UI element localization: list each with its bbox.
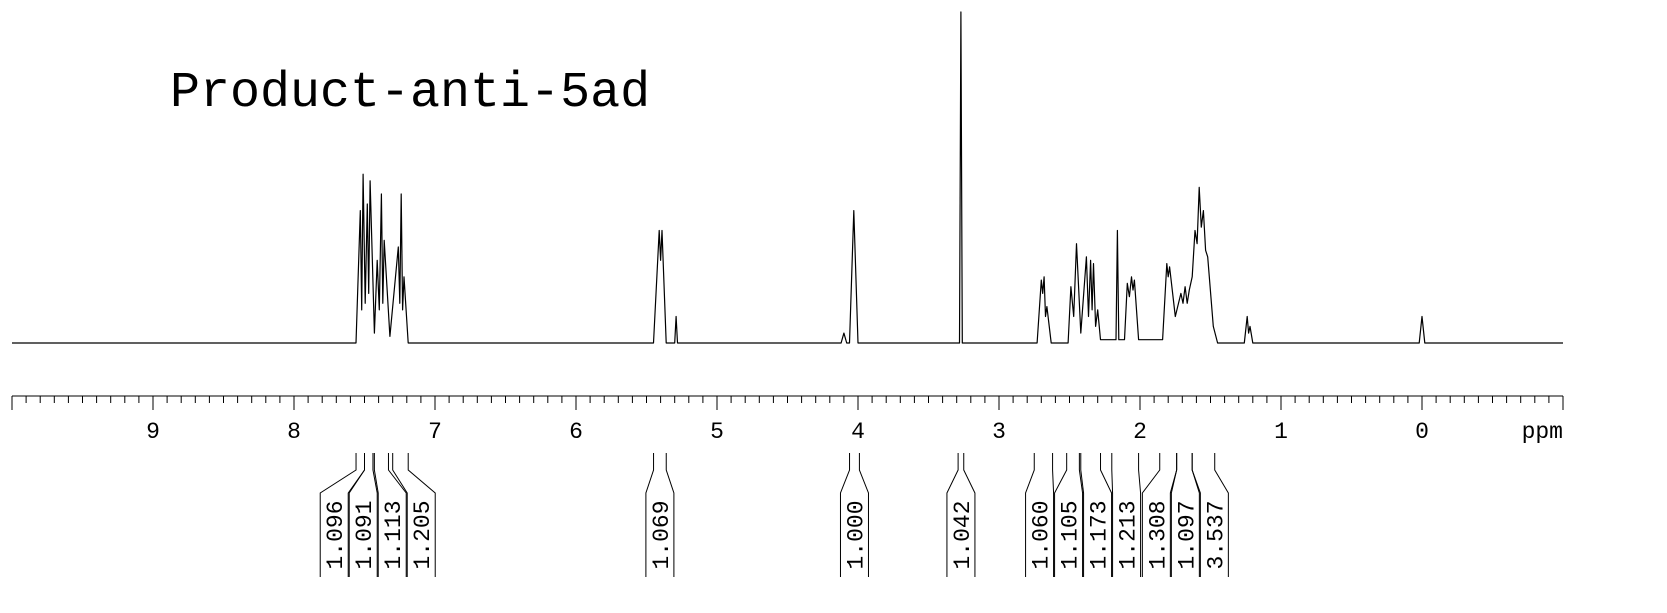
spectrum-line (12, 11, 1563, 344)
integral-label: 1.097 (1174, 500, 1200, 569)
integral-label: 1.205 (410, 500, 436, 569)
integral-label: 1.060 (1029, 500, 1055, 569)
x-tick-label: 0 (1415, 419, 1429, 445)
integral-bracket (1111, 453, 1142, 577)
integral-label: 1.069 (649, 500, 675, 569)
chart-title: Product-anti-5ad (170, 65, 650, 122)
x-tick-label: 7 (428, 419, 442, 445)
x-tick-label: 9 (146, 419, 160, 445)
integral-label: 1.096 (323, 500, 349, 569)
integral-label: 1.000 (843, 500, 869, 569)
integral-bracket (348, 453, 378, 577)
x-axis-label: ppm (1522, 419, 1563, 445)
integral-bracket (1054, 453, 1084, 577)
x-tick-label: 1 (1274, 419, 1288, 445)
integral-bracket (1080, 453, 1113, 577)
integral-label: 1.308 (1145, 500, 1171, 569)
integral-bracket (1025, 453, 1055, 577)
integral-label: 1.213 (1116, 500, 1142, 569)
integral-bracket (645, 453, 675, 577)
integral-bracket (946, 453, 976, 577)
integral-bracket (373, 453, 407, 577)
integral-bracket (1191, 453, 1229, 577)
integral-label: 1.091 (352, 500, 378, 569)
integral-bracket (839, 453, 869, 577)
integral-label: 1.173 (1087, 500, 1113, 569)
integral-label: 3.537 (1203, 500, 1229, 569)
x-tick-label: 4 (851, 419, 865, 445)
integral-label: 1.113 (381, 500, 407, 569)
integral-bracket (392, 453, 436, 577)
x-tick-label: 2 (1133, 419, 1147, 445)
x-tick-label: 8 (287, 419, 301, 445)
x-tick-label: 3 (992, 419, 1006, 445)
x-tick-label: 6 (569, 419, 583, 445)
x-tick-label: 5 (710, 419, 724, 445)
integral-label: 1.042 (950, 500, 976, 569)
integral-label: 1.105 (1058, 500, 1084, 569)
